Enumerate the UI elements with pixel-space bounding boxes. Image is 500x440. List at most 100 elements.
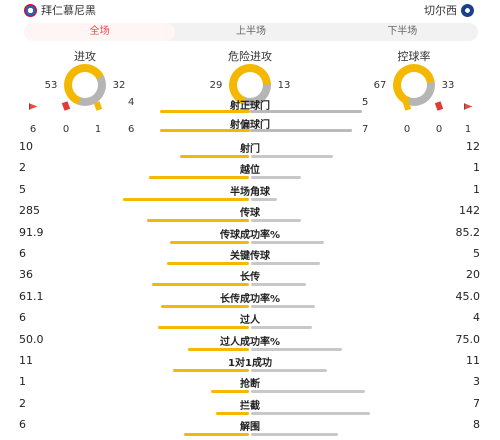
home-value: 11: [19, 354, 33, 367]
stat-label: 抢断: [240, 379, 260, 391]
stat-label: 半场角球: [230, 186, 270, 198]
metric-title: 进攻: [74, 50, 96, 63]
away-value: 12: [466, 140, 480, 153]
away-value: 85.2: [455, 225, 481, 239]
stat-row: 61.1 长传成功率% 45.0: [0, 290, 500, 311]
away-bar: [251, 240, 324, 244]
possession-ring-chart: [393, 64, 435, 106]
stat-row: 6 过人 4: [0, 311, 500, 332]
away-bar: [251, 262, 320, 265]
home-value: 2: [19, 396, 26, 410]
home-value: 5: [19, 182, 26, 196]
home-value: 61.1: [19, 289, 44, 303]
stat-row: 285 传球 142: [0, 204, 500, 225]
away-value: 8: [473, 418, 480, 432]
away-value: 20: [466, 268, 480, 282]
tab-first-half[interactable]: 上半场: [235, 26, 266, 37]
metric-title: 危险进攻: [228, 50, 272, 63]
home-bar: [180, 155, 249, 158]
period-tabs: 全场 上半场 下半场: [24, 23, 478, 41]
home-bar: [160, 129, 250, 132]
away-red-cards: 0: [435, 124, 443, 135]
away-bar: [251, 283, 306, 287]
home-team-name: 拜仁慕尼黑: [41, 4, 96, 17]
stat-row: 5 半场角球 1: [0, 183, 500, 204]
home-bar: [184, 433, 249, 437]
away-value: 7: [362, 124, 369, 135]
home-value: 6: [19, 247, 26, 260]
metric-home-value: 53: [44, 79, 58, 91]
home-value: 6: [19, 311, 26, 325]
stat-row: 91.9 传球成功率% 85.2: [0, 226, 500, 247]
home-corners: 6: [29, 124, 37, 135]
home-bar: [216, 411, 249, 415]
away-value: 45.0: [455, 289, 481, 303]
away-bar: [251, 411, 370, 415]
metric-possession: 控球率 67 33: [354, 48, 474, 106]
away-bar: [251, 369, 327, 372]
dangerous-attack-ring-chart: [229, 64, 271, 106]
away-bar: [251, 390, 365, 394]
stat-label: 过人: [240, 315, 260, 327]
tab-second-half[interactable]: 下半场: [387, 26, 418, 37]
away-team[interactable]: 切尔西: [424, 2, 474, 18]
home-bar: [152, 283, 249, 287]
home-bar: [170, 240, 249, 244]
home-team[interactable]: 拜仁慕尼黑: [24, 2, 96, 18]
home-bar: [188, 347, 249, 351]
stat-row: 11 1对1成功 11: [0, 354, 500, 375]
match-header: 拜仁慕尼黑 切尔西: [0, 0, 500, 20]
away-corners: 1: [464, 124, 472, 135]
stat-label: 长传成功率%: [219, 293, 281, 305]
away-bar: [250, 129, 352, 132]
home-bar: [173, 369, 249, 372]
metric-home-value: 29: [209, 79, 223, 91]
stat-label: 传球: [240, 208, 260, 220]
corner-flag-icon: [461, 102, 475, 113]
stat-row: 2 越位 1: [0, 161, 500, 182]
stat-label: 长传: [240, 272, 260, 284]
metric-away-value: 32: [112, 79, 126, 91]
stat-label: 关键传球: [230, 251, 270, 262]
home-value: 50.0: [19, 332, 44, 346]
home-value: 1: [19, 375, 26, 389]
away-bar: [250, 110, 362, 113]
home-value: 6: [128, 124, 135, 135]
stat-label: 射偏球门: [230, 120, 270, 131]
away-bar: [251, 197, 277, 201]
corner-flag-icon: [26, 102, 40, 113]
stat-label: 越位: [240, 165, 260, 177]
away-bar: [251, 326, 312, 330]
away-value: 5: [362, 97, 369, 108]
away-bar: [251, 347, 342, 351]
away-bar: [251, 155, 333, 158]
home-bar: [158, 326, 249, 330]
home-value: 6: [19, 418, 26, 432]
home-value: 2: [19, 161, 26, 175]
stat-label: 解围: [240, 422, 260, 434]
stat-row: 6 解围 8: [0, 418, 500, 439]
shots-on-target-row: 4 射正球门 5: [0, 97, 500, 117]
away-value: 75.0: [455, 332, 481, 346]
bayern-logo-icon: [24, 3, 37, 17]
metric-dangerous-attack: 危险进攻 29 13: [190, 48, 310, 106]
home-value: 285: [19, 204, 40, 218]
away-value: 4: [473, 311, 480, 325]
away-value: 5: [473, 247, 480, 260]
metric-home-value: 67: [373, 79, 387, 91]
home-bar: [147, 219, 249, 223]
chelsea-logo-icon: [461, 3, 474, 17]
home-bar: [160, 110, 250, 113]
away-team-name: 切尔西: [424, 4, 457, 17]
home-red-cards: 0: [62, 124, 70, 135]
home-bar: [161, 304, 249, 308]
tab-full-match[interactable]: 全场: [24, 23, 176, 41]
metric-away-value: 13: [277, 79, 291, 91]
shots-off-target-row: 6 射偏球门 7: [0, 116, 500, 136]
away-bar: [251, 176, 301, 180]
away-value: 3: [473, 375, 480, 389]
metric-attack: 进攻 53 32: [25, 48, 145, 106]
stat-label: 拦截: [240, 400, 260, 412]
away-value: 1: [473, 161, 480, 175]
stat-row: 50.0 过人成功率% 75.0: [0, 333, 500, 354]
